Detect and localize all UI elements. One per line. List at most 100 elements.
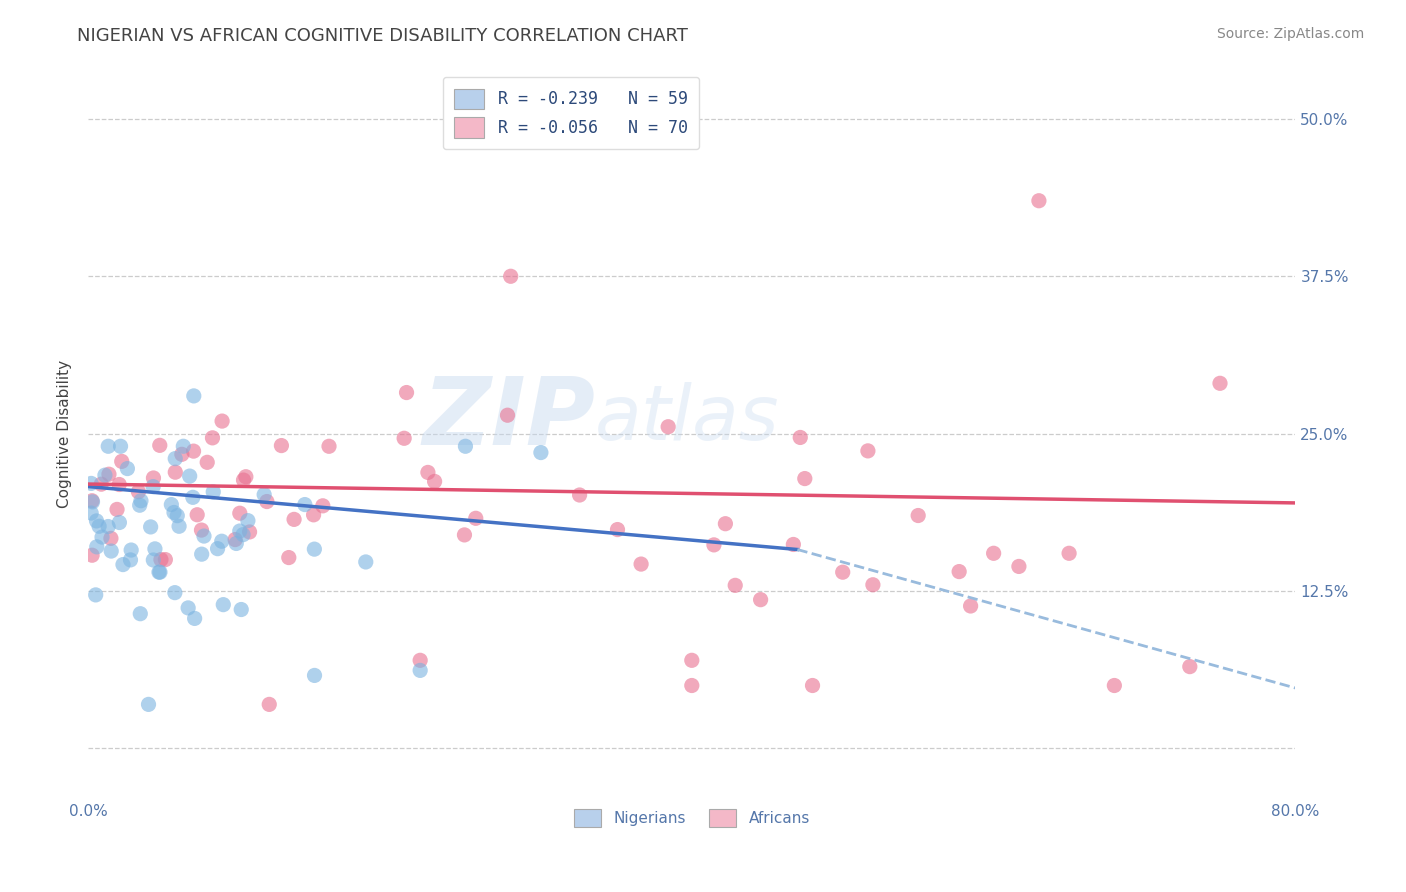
Legend: Nigerians, Africans: Nigerians, Africans — [567, 801, 817, 835]
Point — [195, 455, 218, 469]
Point — [183, 389, 205, 403]
Point — [238, 524, 260, 539]
Point — [110, 439, 132, 453]
Point — [138, 698, 160, 712]
Text: Source: ZipAtlas.com: Source: ZipAtlas.com — [1216, 27, 1364, 41]
Point — [100, 544, 122, 558]
Point — [224, 533, 246, 547]
Point — [167, 519, 190, 533]
Point — [111, 558, 134, 572]
Point — [253, 488, 276, 502]
Point — [111, 454, 134, 468]
Point — [94, 468, 117, 483]
Point — [97, 467, 120, 482]
Point — [149, 438, 172, 452]
Point — [568, 488, 591, 502]
Point — [232, 527, 254, 541]
Point — [143, 541, 166, 556]
Point — [454, 439, 477, 453]
Text: ZIP: ZIP — [422, 373, 595, 465]
Point — [789, 430, 811, 444]
Point — [142, 553, 165, 567]
Point — [304, 542, 326, 557]
Point — [959, 599, 981, 613]
Point — [155, 552, 177, 566]
Point — [1209, 376, 1232, 391]
Point — [87, 519, 110, 533]
Point — [183, 611, 205, 625]
Point — [231, 602, 253, 616]
Point — [190, 523, 212, 537]
Point — [277, 550, 299, 565]
Point — [90, 477, 112, 491]
Point — [166, 508, 188, 523]
Point — [179, 469, 201, 483]
Point — [714, 516, 737, 531]
Point — [907, 508, 929, 523]
Point — [801, 679, 824, 693]
Point — [172, 439, 194, 453]
Point — [1008, 559, 1031, 574]
Point — [831, 565, 853, 579]
Point — [142, 471, 165, 485]
Point — [630, 557, 652, 571]
Point — [120, 543, 142, 558]
Point — [170, 447, 193, 461]
Point — [499, 269, 522, 284]
Point — [82, 548, 104, 562]
Point — [294, 498, 316, 512]
Point — [97, 519, 120, 533]
Point — [82, 495, 104, 509]
Point — [163, 585, 186, 599]
Point — [139, 520, 162, 534]
Point — [724, 578, 747, 592]
Point — [236, 514, 259, 528]
Point — [392, 431, 415, 445]
Point — [530, 445, 553, 459]
Point — [409, 653, 432, 667]
Point — [235, 469, 257, 483]
Point — [80, 506, 103, 520]
Point — [183, 444, 205, 458]
Point — [100, 532, 122, 546]
Point — [160, 498, 183, 512]
Point — [120, 553, 142, 567]
Point — [464, 511, 486, 525]
Point — [1057, 546, 1080, 560]
Point — [312, 499, 335, 513]
Point — [186, 508, 208, 522]
Point — [129, 493, 152, 508]
Point — [948, 565, 970, 579]
Point — [105, 502, 128, 516]
Point — [395, 385, 418, 400]
Point — [606, 523, 628, 537]
Point — [212, 598, 235, 612]
Point — [270, 439, 292, 453]
Text: NIGERIAN VS AFRICAN COGNITIVE DISABILITY CORRELATION CHART: NIGERIAN VS AFRICAN COGNITIVE DISABILITY… — [77, 27, 688, 45]
Point — [453, 528, 475, 542]
Point — [302, 508, 325, 522]
Point — [229, 506, 252, 520]
Point — [148, 565, 170, 579]
Point — [409, 664, 432, 678]
Point — [983, 546, 1005, 560]
Point — [190, 547, 212, 561]
Point — [232, 473, 254, 487]
Point — [177, 601, 200, 615]
Point — [256, 494, 278, 508]
Point — [229, 524, 252, 538]
Point — [1178, 659, 1201, 673]
Point — [128, 498, 150, 512]
Y-axis label: Cognitive Disability: Cognitive Disability — [58, 359, 72, 508]
Point — [207, 541, 229, 556]
Point — [129, 607, 152, 621]
Point — [142, 480, 165, 494]
Point — [97, 439, 120, 453]
Point — [165, 451, 187, 466]
Point — [416, 466, 439, 480]
Point — [127, 484, 149, 499]
Point — [149, 552, 172, 566]
Point — [193, 529, 215, 543]
Point — [749, 592, 772, 607]
Point — [354, 555, 377, 569]
